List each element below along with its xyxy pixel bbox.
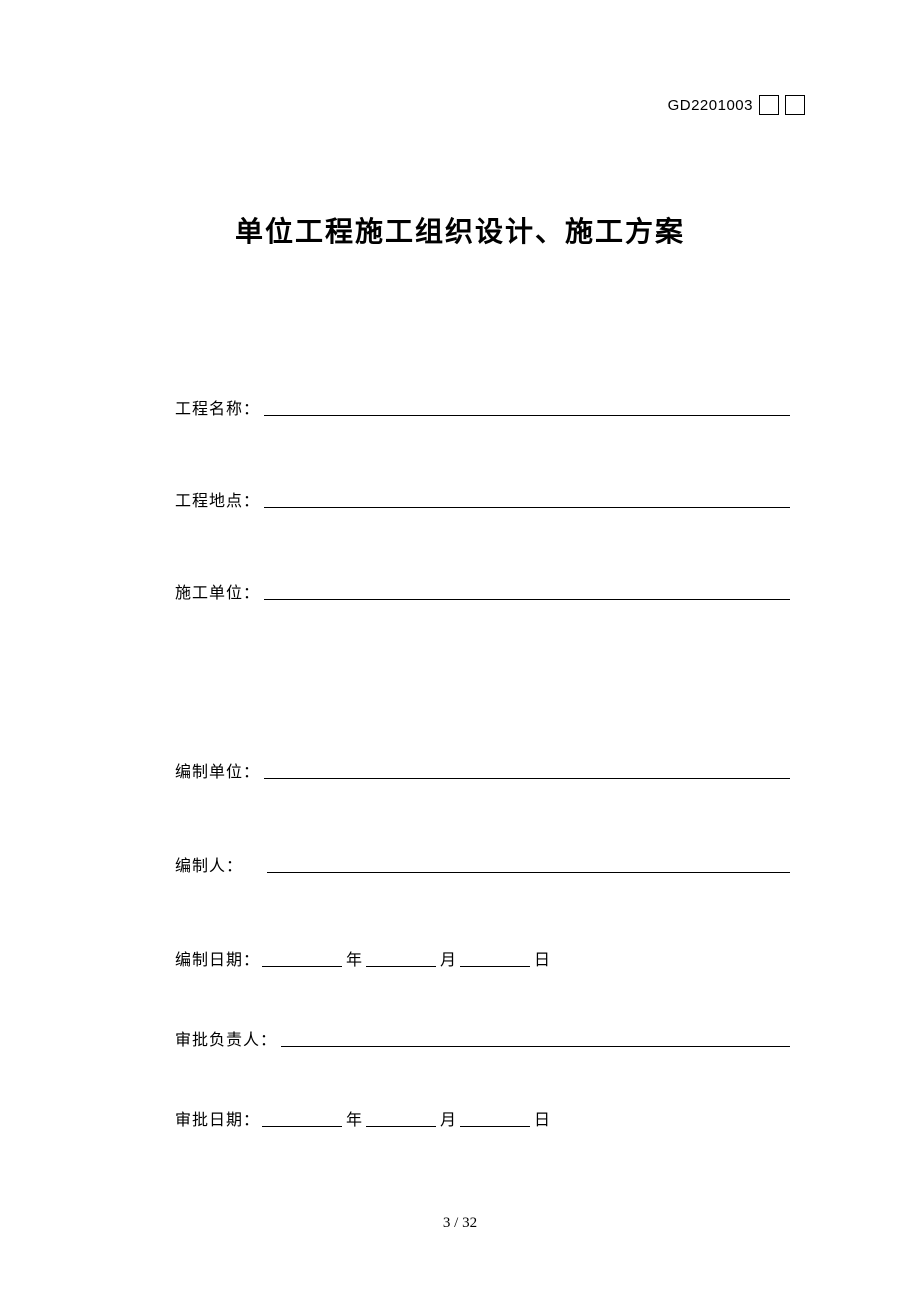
project-name-label: 工程名称： <box>175 395 260 419</box>
project-name-row: 工程名称： <box>175 395 790 419</box>
year-unit-2: 年 <box>346 1106 362 1130</box>
construction-unit-blank <box>264 599 790 600</box>
approver-blank <box>281 1046 790 1047</box>
approve-date-row: 审批日期： 年 月 日 <box>175 1106 790 1130</box>
approve-day-blank <box>460 1126 530 1127</box>
prepare-month-blank <box>366 966 436 967</box>
month-unit-1: 月 <box>440 946 456 970</box>
preparer-unit-blank <box>264 778 790 779</box>
page-total: 32 <box>462 1215 477 1231</box>
project-location-blank <box>264 507 790 508</box>
prepare-date-row: 编制日期： 年 月 日 <box>175 946 790 970</box>
preparer-blank <box>267 872 790 873</box>
checkbox-2 <box>785 95 805 115</box>
preparer-row: 编制人： <box>175 852 790 876</box>
project-name-blank <box>264 415 790 416</box>
prepare-year-blank <box>262 966 342 967</box>
construction-unit-label: 施工单位： <box>175 579 260 603</box>
approve-month-blank <box>366 1126 436 1127</box>
page-footer: 3 / 32 <box>0 1215 920 1232</box>
approver-label: 审批负责人： <box>175 1026 277 1050</box>
preparer-unit-row: 编制单位： <box>175 758 790 782</box>
approver-row: 审批负责人： <box>175 1026 790 1050</box>
preparer-label: 编制人： <box>175 852 243 876</box>
project-location-row: 工程地点： <box>175 487 790 511</box>
day-unit-1: 日 <box>534 946 550 970</box>
form-area: 工程名称： 工程地点： 施工单位： 编制单位： 编制人： 编制日期： 年 月 日… <box>175 395 790 1186</box>
checkbox-1 <box>759 95 779 115</box>
approve-year-blank <box>262 1126 342 1127</box>
prepare-day-blank <box>460 966 530 967</box>
prepare-date-label: 编制日期： <box>175 946 260 970</box>
header-code-block: GD2201003 <box>668 95 805 115</box>
page-separator: / <box>450 1215 462 1231</box>
year-unit-1: 年 <box>346 946 362 970</box>
approve-date-label: 审批日期： <box>175 1106 260 1130</box>
document-code: GD2201003 <box>668 97 753 114</box>
page-title: 单位工程施工组织设计、施工方案 <box>0 210 920 250</box>
month-unit-2: 月 <box>440 1106 456 1130</box>
preparer-unit-label: 编制单位： <box>175 758 260 782</box>
construction-unit-row: 施工单位： <box>175 579 790 603</box>
day-unit-2: 日 <box>534 1106 550 1130</box>
project-location-label: 工程地点： <box>175 487 260 511</box>
